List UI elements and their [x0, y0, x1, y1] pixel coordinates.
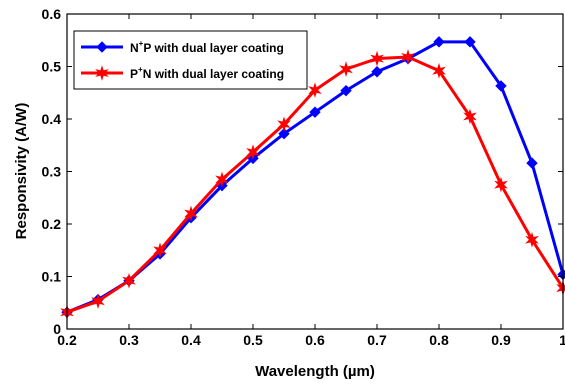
- data-point: [495, 80, 507, 92]
- x-tick-label: 0.8: [429, 332, 449, 348]
- y-tick-label: 0.3: [42, 164, 62, 180]
- y-axis-title: Responsivity (A/W): [13, 103, 30, 240]
- data-point: [308, 82, 322, 98]
- legend: N+P with dual layer coating P+N with dual…: [73, 30, 308, 90]
- y-tick-label: 0.6: [42, 6, 62, 22]
- y-tick-label: 0.5: [42, 59, 62, 75]
- legend-box: [73, 30, 308, 90]
- data-point: [340, 84, 352, 97]
- series-2: [60, 49, 565, 321]
- x-tick-label: 0.5: [243, 332, 263, 348]
- x-tick-label: 0.3: [119, 332, 139, 348]
- y-tick-label: 0.1: [42, 269, 62, 285]
- data-point: [401, 49, 415, 65]
- data-point: [494, 176, 508, 193]
- x-tick-label: 0.7: [367, 332, 387, 348]
- data-point: [122, 272, 136, 289]
- data-point: [153, 242, 167, 259]
- data-point: [432, 62, 446, 79]
- data-point: [371, 66, 383, 78]
- data-point: [433, 36, 445, 48]
- data-point: [246, 144, 260, 160]
- x-tick-label: 0.6: [305, 332, 325, 348]
- y-tick-label: 0: [53, 321, 61, 337]
- legend-label: N+P with dual layer coating: [130, 39, 284, 55]
- data-point: [215, 171, 229, 188]
- data-point: [370, 50, 384, 67]
- data-point: [525, 231, 539, 248]
- x-tick-label: 1: [559, 332, 565, 348]
- y-tick-label: 0.2: [42, 216, 62, 232]
- data-point: [91, 293, 105, 310]
- y-tick-label: 0.4: [42, 111, 62, 127]
- data-point: [184, 205, 198, 222]
- data-point: [277, 116, 291, 133]
- legend-swatch-marker: [96, 41, 108, 53]
- data-point: [309, 106, 321, 118]
- data-point: [557, 268, 565, 281]
- data-point: [339, 61, 353, 77]
- x-tick-label: 0.2: [57, 332, 77, 348]
- data-point: [278, 127, 290, 140]
- legend-swatch-marker: [95, 65, 109, 81]
- x-tick-label: 0.9: [491, 332, 511, 348]
- legend-label: P+N with dual layer coating: [130, 65, 284, 81]
- x-tick-label: 0.4: [181, 332, 201, 348]
- legend-entry: P+N with dual layer coating: [81, 65, 284, 81]
- data-point: [464, 36, 476, 48]
- x-axis-title: Wavelength (µm): [255, 363, 375, 380]
- data-point: [463, 108, 477, 125]
- data-point: [526, 157, 538, 169]
- legend-entry: N+P with dual layer coating: [81, 39, 284, 55]
